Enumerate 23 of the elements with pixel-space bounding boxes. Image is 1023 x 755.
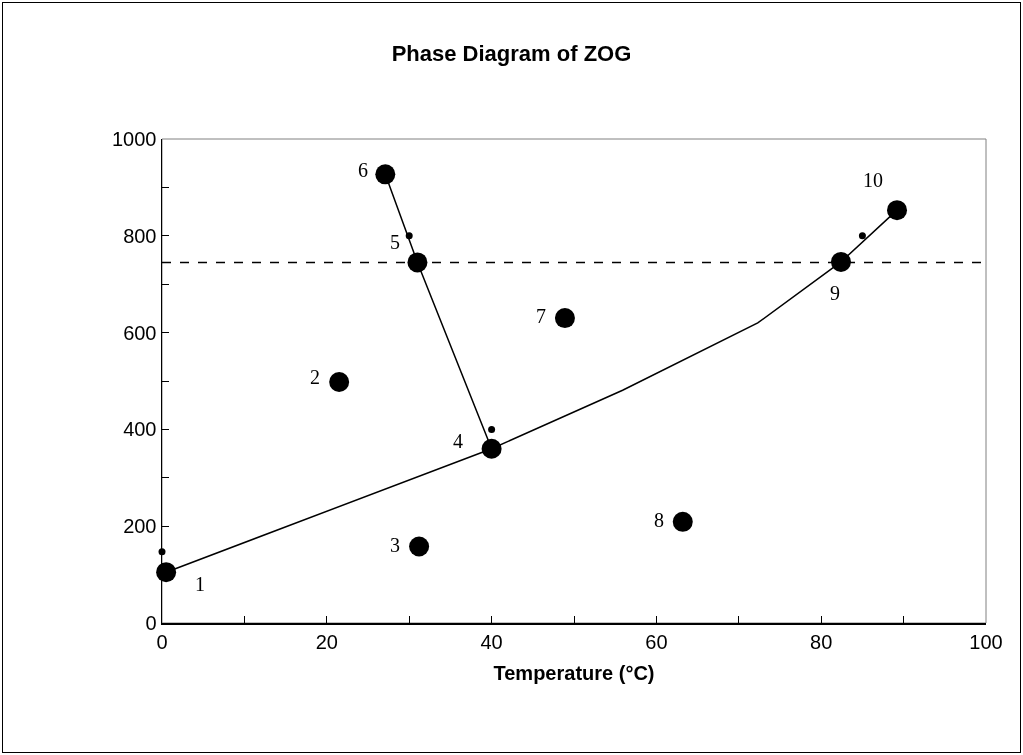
x-axis-title: Temperature (°C) bbox=[493, 661, 655, 684]
chart-title: Phase Diagram of ZOG bbox=[391, 40, 632, 66]
y-tick-label: 600 bbox=[123, 321, 157, 344]
annotation: 6 bbox=[358, 159, 368, 181]
y-tick-label: 400 bbox=[123, 418, 157, 441]
annotation: 1 bbox=[195, 573, 205, 595]
x-tick-label: 60 bbox=[645, 630, 668, 653]
x-tick-label: 80 bbox=[810, 630, 833, 653]
annotation: 4 bbox=[453, 430, 463, 452]
y-tick-label: 1000 bbox=[112, 128, 157, 150]
y-tick-label: 0 bbox=[145, 612, 157, 634]
y-tick-label: 200 bbox=[123, 515, 157, 538]
x-tick-label: 40 bbox=[480, 630, 503, 653]
annotation: 8 bbox=[654, 509, 664, 531]
annotation: 10 bbox=[863, 169, 883, 191]
annotation: 5 bbox=[390, 231, 400, 253]
annotation: 3 bbox=[390, 534, 400, 556]
annotation: 9 bbox=[830, 282, 840, 304]
y-tick-label: 800 bbox=[123, 224, 157, 247]
annotation: 7 bbox=[536, 305, 546, 327]
annotation: 2 bbox=[310, 366, 320, 388]
x-tick-label: 100 bbox=[969, 630, 1003, 653]
x-tick-label: 20 bbox=[315, 630, 338, 653]
